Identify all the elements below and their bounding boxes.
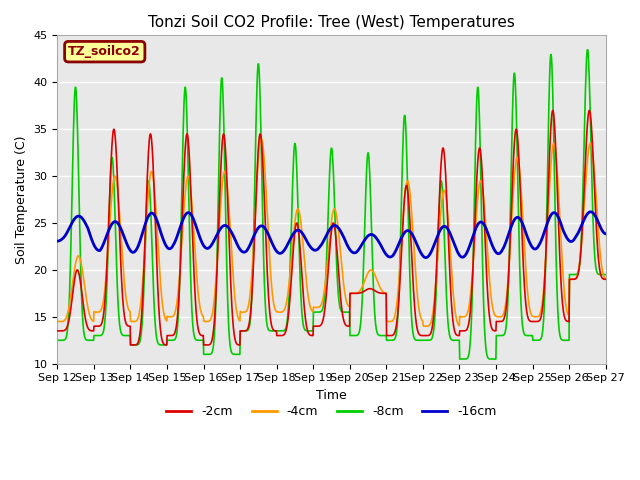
X-axis label: Time: Time	[316, 389, 347, 402]
Y-axis label: Soil Temperature (C): Soil Temperature (C)	[15, 135, 28, 264]
Legend: -2cm, -4cm, -8cm, -16cm: -2cm, -4cm, -8cm, -16cm	[161, 400, 502, 423]
Title: Tonzi Soil CO2 Profile: Tree (West) Temperatures: Tonzi Soil CO2 Profile: Tree (West) Temp…	[148, 15, 515, 30]
Text: TZ_soilco2: TZ_soilco2	[68, 45, 141, 58]
